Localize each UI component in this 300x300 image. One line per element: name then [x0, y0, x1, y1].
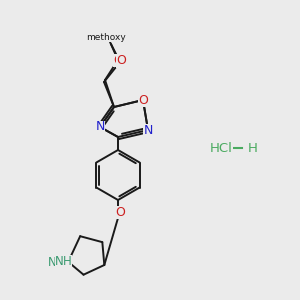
- Text: H: H: [248, 142, 258, 154]
- Text: HCl: HCl: [210, 142, 233, 154]
- Text: methoxy: methoxy: [86, 32, 126, 41]
- Text: H: H: [63, 255, 72, 268]
- Text: N: N: [95, 121, 105, 134]
- Text: O: O: [115, 206, 125, 218]
- Text: N: N: [55, 255, 64, 268]
- Text: O: O: [138, 94, 148, 106]
- Text: O: O: [113, 53, 123, 67]
- Text: N: N: [143, 124, 153, 136]
- Text: N: N: [48, 256, 57, 269]
- Text: O: O: [116, 55, 126, 68]
- Text: H: H: [56, 256, 64, 269]
